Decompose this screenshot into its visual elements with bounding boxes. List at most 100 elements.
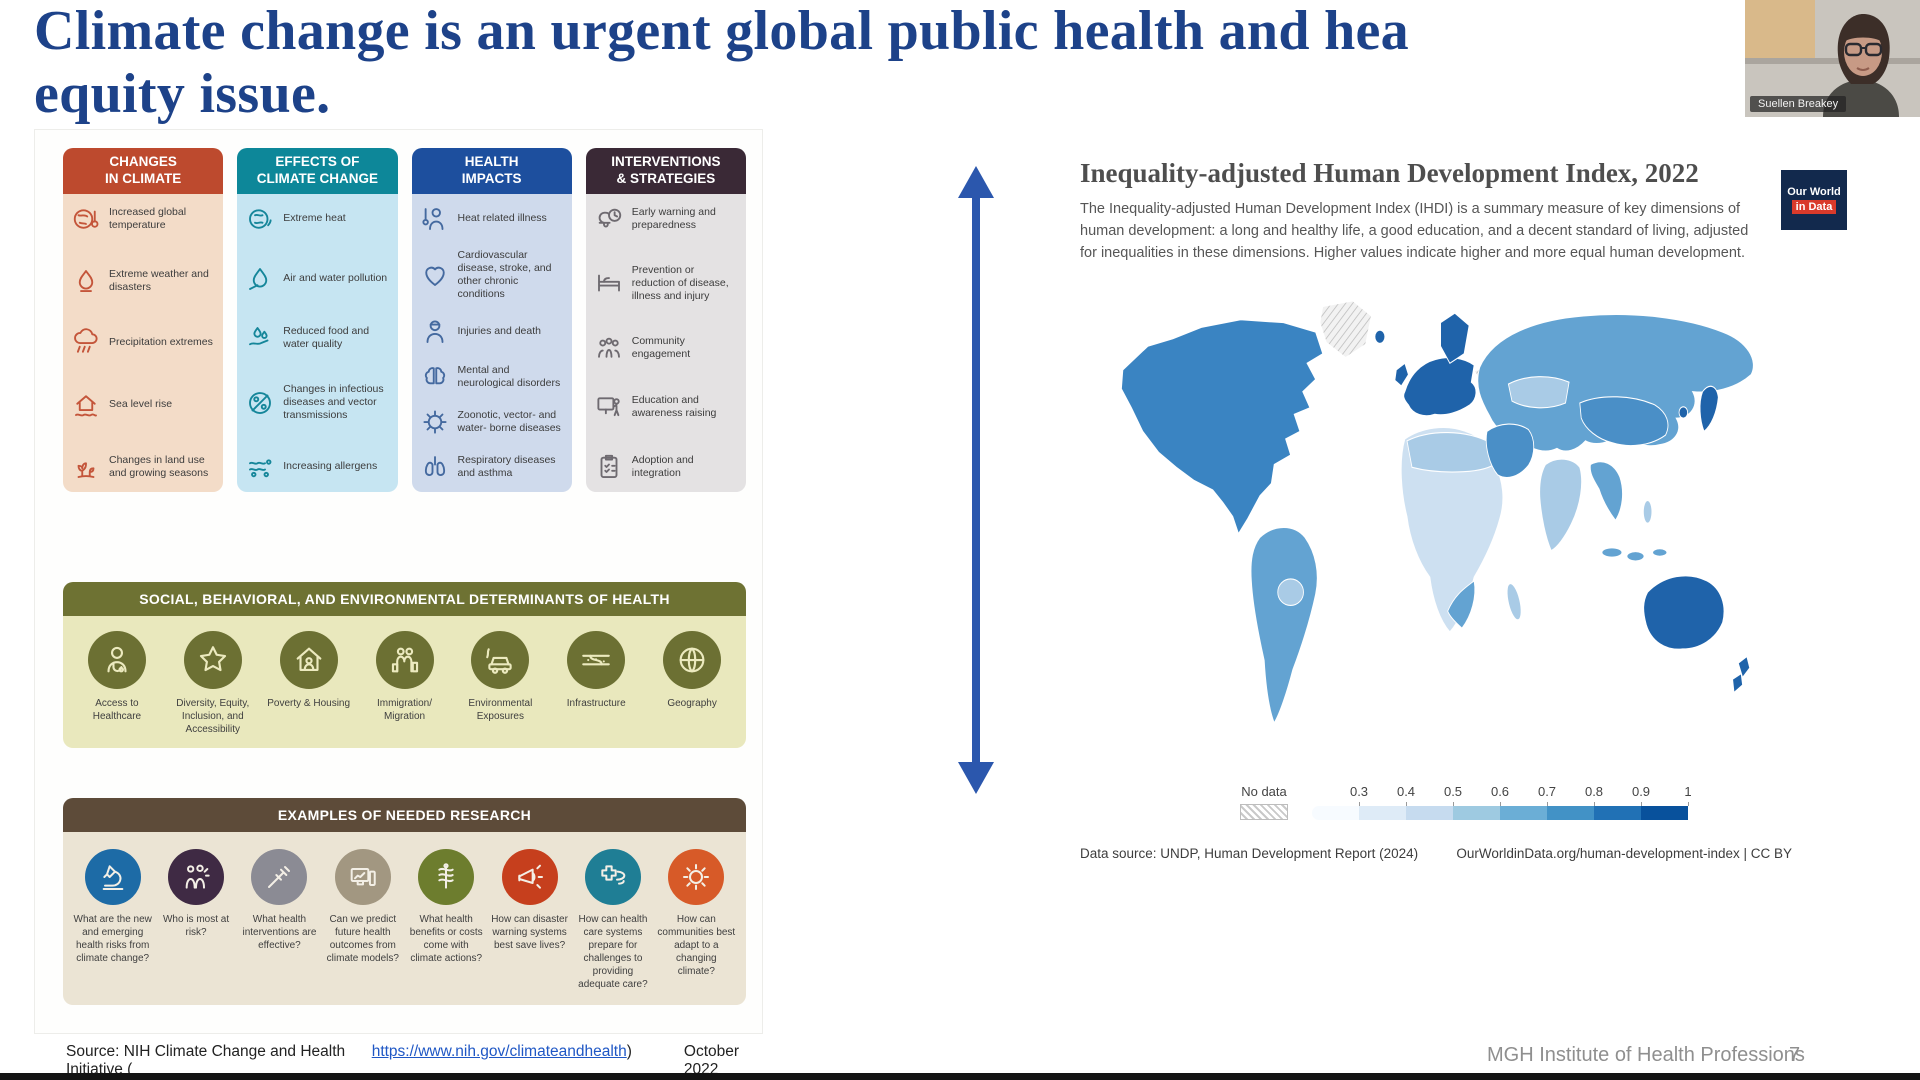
house-flood-icon <box>75 395 97 417</box>
column-item: Respiratory diseases and asthma <box>420 452 564 482</box>
drop-pollution-icon <box>249 267 268 290</box>
research-items: What are the new and emerging health ris… <box>63 832 746 1005</box>
item-label: Education and awareness raising <box>631 394 717 420</box>
legend-segment <box>1594 806 1641 821</box>
injury-icon <box>426 320 443 343</box>
column-item: Education and awareness raising <box>594 392 738 422</box>
column-item: Extreme heat <box>245 204 389 234</box>
research-circle <box>584 849 641 905</box>
region-north-america <box>1120 319 1324 535</box>
item-label: Changes in infectious diseases and vecto… <box>283 382 384 422</box>
item-label: Mental and neurological disorders <box>457 363 561 389</box>
determinant-item: Poverty & Housing <box>261 631 357 736</box>
item-label: Extreme heat <box>283 212 346 225</box>
research-circle <box>168 849 225 905</box>
nih-climate-health-infographic: CHANGES IN CLIMATE Increased global tempe… <box>35 130 762 1033</box>
research-question: Who is most at risk? <box>162 914 230 938</box>
virus-icon <box>422 410 447 434</box>
legend-segment <box>1312 806 1359 821</box>
legend-segment <box>1359 806 1406 821</box>
doctor-icon <box>107 646 127 673</box>
item-label: Sea level rise <box>109 398 173 411</box>
legend-tick-label: 0.7 <box>1537 784 1557 800</box>
research-circle <box>668 849 725 905</box>
item-label: Air and water pollution <box>283 272 388 285</box>
item-label: Zoonotic, vector- and water- borne disea… <box>457 408 561 434</box>
research-item: How can communities best adapt to a chan… <box>655 849 738 991</box>
star-hands-icon <box>199 646 226 672</box>
research-circle <box>251 849 308 905</box>
column-header: HEALTH IMPACTS <box>411 148 572 194</box>
legend-segment <box>1500 806 1547 821</box>
megaphone-icon <box>517 864 543 889</box>
legend-tick-mark <box>1547 802 1548 807</box>
source-suffix: ) <box>626 1043 632 1060</box>
presentation-icon <box>597 397 620 417</box>
map-footer: Data source: UNDP, Human Development Rep… <box>1080 846 1792 861</box>
region-philippines <box>1642 500 1653 524</box>
region-indonesia-3 <box>1652 548 1668 558</box>
region-bolivia <box>1277 578 1304 607</box>
determinant-item: Environmental Exposures <box>452 631 548 736</box>
column-item: Heat related illness <box>420 204 564 234</box>
legend-tick-mark <box>1500 802 1501 807</box>
sun-adapt-icon <box>683 864 710 890</box>
column-1: EFFECTS OF CLIMATE CHANGE Extreme heat Air… <box>237 148 398 492</box>
caduceus-icon <box>438 863 454 889</box>
brain-icon <box>424 366 445 384</box>
source-link[interactable]: https://www.nih.gov/climateandhealth <box>371 1043 627 1060</box>
research-item: How can disaster warning systems best sa… <box>488 849 571 991</box>
region-north-africa <box>1406 432 1495 473</box>
research-item: How can health care systems prepare for … <box>571 849 654 991</box>
column-item: Increased global temperature <box>71 204 215 234</box>
determinants-items: Access to Healthcare Diversity, Equity, I… <box>63 616 746 748</box>
item-label: Respiratory diseases and asthma <box>457 453 556 479</box>
no-data-swatch <box>1240 804 1288 821</box>
region-se-asia <box>1589 461 1623 522</box>
globe-icon <box>679 647 705 673</box>
region-indonesia-1 <box>1601 547 1623 559</box>
column-item: Sea level rise <box>71 390 215 420</box>
column-item: Zoonotic, vector- and water- borne disea… <box>420 407 564 437</box>
research-band: EXAMPLES OF NEEDED RESEARCH What are the… <box>63 798 746 1005</box>
sprout-icon <box>77 462 95 478</box>
research-item: Can we predict future health outcomes fr… <box>321 849 404 991</box>
legend-color-bar: 0.3 0.4 0.5 0.6 0.7 0.8 0.9 1 <box>1312 784 1692 821</box>
research-circle <box>334 849 391 905</box>
slide-footer: MGH Institute of Health Professions <box>1487 1044 1805 1066</box>
webcam-overlay[interactable]: Suellen Breakey <box>1745 0 1920 117</box>
legend-tick-mark <box>1453 802 1454 807</box>
item-label: Early warning and preparedness <box>631 205 716 231</box>
region-south-america <box>1250 527 1318 725</box>
column-item: Community engagement <box>594 333 738 363</box>
legend-tick-label: 0.9 <box>1631 784 1651 800</box>
item-label: Increasing allergens <box>283 460 378 473</box>
determinant-item: Access to Healthcare <box>69 631 165 736</box>
determinant-item: Geography <box>644 631 740 736</box>
research-question: Can we predict future health outcomes fr… <box>326 914 399 964</box>
person-heat-icon <box>421 208 443 230</box>
bottom-bar <box>0 1073 1920 1080</box>
determinant-item: Immigration/ Migration <box>357 631 453 736</box>
slide-title-line1: Climate change is an urgent global publi… <box>34 0 1409 62</box>
map-description: The Inequality-adjusted Human Developmen… <box>1080 201 1749 261</box>
legend-tick-mark <box>1359 802 1360 807</box>
rain-cloud-icon <box>74 328 98 353</box>
determinant-circle <box>279 631 338 689</box>
choropleth-map <box>1120 300 1754 725</box>
column-item: Changes in land use and growing seasons <box>71 452 215 482</box>
column-0: CHANGES IN CLIMATE Increased global tempe… <box>63 148 224 492</box>
region-europe <box>1403 357 1477 417</box>
determinant-circle <box>87 631 146 689</box>
column-2: HEALTH IMPACTS Heat related illness Cardio… <box>411 148 572 492</box>
no-data-label: No data <box>1241 784 1287 800</box>
map-data-source: Data source: UNDP, Human Development Rep… <box>1080 846 1419 862</box>
determinants-band: SOCIAL, BEHAVIORAL, AND ENVIRONMENTAL DE… <box>63 582 746 748</box>
syringe-icon <box>268 866 291 888</box>
determinant-label: Access to Healthcare <box>92 698 142 722</box>
owid-logo: Our World in Data <box>1781 170 1847 230</box>
world-map <box>1080 280 1795 772</box>
legend-segment <box>1641 806 1688 821</box>
item-label: Changes in land use and growing seasons <box>109 453 209 479</box>
region-korea <box>1678 406 1689 419</box>
